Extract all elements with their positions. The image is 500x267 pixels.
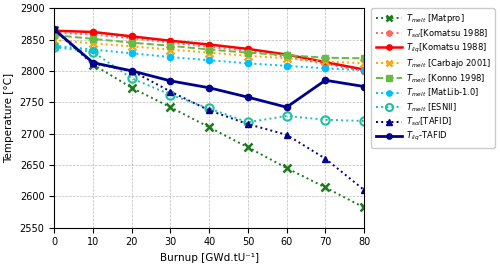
Y-axis label: Temperature [°C]: Temperature [°C] <box>4 73 14 163</box>
Legend: $T_{melt}$ [Matpro], $T_{sol}$[Komatsu 1988], $T_{liq}$[Komatsu 1988], $T_{melt}: $T_{melt}$ [Matpro], $T_{sol}$[Komatsu 1… <box>372 8 495 148</box>
X-axis label: Burnup [GWd.tU⁻¹]: Burnup [GWd.tU⁻¹] <box>160 253 259 263</box>
